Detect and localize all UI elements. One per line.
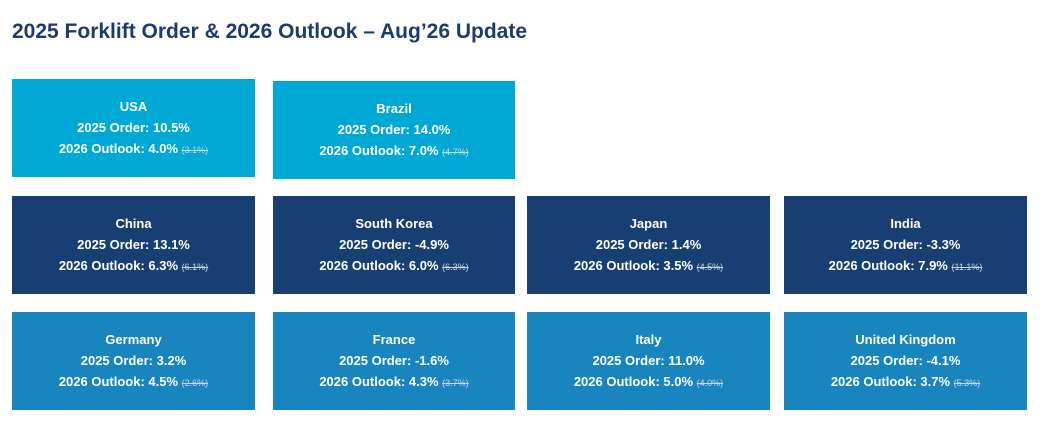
outlook-value: 6.0% — [408, 257, 439, 273]
order-value: 14.0% — [413, 121, 451, 137]
order-value: 10.5% — [153, 119, 190, 135]
outlook-label: 2026 Outlook: — [58, 140, 145, 156]
previous-outlook: (11.1%) — [951, 261, 983, 272]
country-name: China — [115, 215, 152, 231]
outlook-value: 7.0% — [408, 142, 439, 158]
country-name: United Kingdom — [855, 331, 956, 347]
previous-outlook: (4.5%) — [696, 261, 724, 272]
country-name: USA — [119, 98, 148, 114]
outlook-line: 2026 Outlook: 7.0% (4.7%) — [319, 143, 468, 160]
country-card-india: India 2025 Order: -3.3% 2026 Outlook: 7.… — [784, 196, 1027, 294]
outlook-label: 2026 Outlook: — [58, 257, 145, 273]
country-card-south-korea: South Korea 2025 Order: -4.9% 2026 Outlo… — [273, 196, 515, 294]
country-card-china: China 2025 Order: 13.1% 2026 Outlook: 6.… — [12, 196, 255, 294]
previous-outlook: (3.1%) — [181, 144, 209, 155]
country-name: Japan — [629, 215, 668, 231]
order-value: -4.1% — [926, 352, 961, 368]
country-name: Germany — [105, 331, 162, 347]
outlook-line: 2026 Outlook: 5.0% (4.0%) — [574, 374, 723, 391]
outlook-label: 2026 Outlook: — [319, 373, 406, 389]
order-line: 2025 Order: -4.9% — [339, 237, 449, 253]
order-value: 1.4% — [671, 236, 702, 252]
previous-outlook: (3.7%) — [442, 377, 469, 388]
outlook-value: 5.0% — [663, 373, 694, 389]
outlook-value: 3.5% — [663, 257, 694, 273]
order-label: 2025 Order: — [80, 352, 153, 368]
outlook-line: 2026 Outlook: 7.9% (11.1%) — [829, 258, 983, 275]
previous-outlook: (2.6%) — [181, 377, 209, 388]
order-line: 2025 Order: 14.0% — [338, 122, 451, 138]
order-line: 2025 Order: 13.1% — [77, 237, 190, 253]
order-line: 2025 Order: 1.4% — [596, 237, 702, 253]
outlook-value: 4.3% — [408, 373, 439, 389]
country-card-germany: Germany 2025 Order: 3.2% 2026 Outlook: 4… — [12, 312, 255, 410]
outlook-line: 2026 Outlook: 4.0% (3.1%) — [59, 141, 208, 158]
order-value: -1.6% — [414, 352, 449, 368]
order-label: 2025 Order: — [77, 236, 150, 252]
country-card-italy: Italy 2025 Order: 11.0% 2026 Outlook: 5.… — [527, 312, 770, 410]
outlook-value: 4.0% — [148, 140, 179, 156]
outlook-label: 2026 Outlook: — [319, 257, 406, 273]
country-name: Italy — [635, 331, 662, 347]
outlook-line: 2026 Outlook: 3.5% (4.5%) — [574, 258, 723, 275]
order-value: 11.0% — [668, 352, 705, 368]
previous-outlook: (6.1%) — [181, 261, 209, 272]
previous-outlook: (6.3%) — [442, 261, 469, 272]
outlook-label: 2026 Outlook: — [830, 373, 917, 389]
order-line: 2025 Order: -1.6% — [339, 353, 449, 369]
order-value: -3.3% — [926, 236, 961, 252]
order-value: 13.1% — [153, 236, 190, 252]
order-label: 2025 Order: — [339, 236, 412, 252]
order-line: 2025 Order: -3.3% — [851, 237, 961, 253]
order-value: -4.9% — [414, 236, 449, 252]
outlook-line: 2026 Outlook: 4.3% (3.7%) — [319, 374, 468, 391]
outlook-value: 4.5% — [148, 373, 179, 389]
country-card-brazil: Brazil 2025 Order: 14.0% 2026 Outlook: 7… — [273, 81, 515, 179]
order-line: 2025 Order: 11.0% — [592, 353, 704, 369]
outlook-value: 3.7% — [920, 373, 951, 389]
order-line: 2025 Order: 10.5% — [77, 120, 190, 136]
order-label: 2025 Order: — [337, 121, 410, 137]
order-label: 2025 Order: — [595, 236, 668, 252]
country-card-united-kingdom: United Kingdom 2025 Order: -4.1% 2026 Ou… — [784, 312, 1027, 410]
order-label: 2025 Order: — [339, 352, 412, 368]
country-card-japan: Japan 2025 Order: 1.4% 2026 Outlook: 3.5… — [527, 196, 770, 294]
outlook-value: 6.3% — [148, 257, 179, 273]
page-title: 2025 Forklift Order & 2026 Outlook – Aug… — [12, 20, 528, 43]
order-label: 2025 Order: — [592, 352, 665, 368]
previous-outlook: (5.3%) — [953, 377, 981, 388]
outlook-label: 2026 Outlook: — [58, 373, 145, 389]
order-line: 2025 Order: -4.1% — [851, 353, 961, 369]
country-name: India — [890, 215, 921, 231]
order-line: 2025 Order: 3.2% — [81, 353, 187, 369]
previous-outlook: (4.0%) — [696, 377, 724, 388]
order-label: 2025 Order: — [850, 236, 923, 252]
outlook-label: 2026 Outlook: — [573, 257, 660, 273]
previous-outlook: (4.7%) — [442, 146, 469, 157]
outlook-line: 2026 Outlook: 6.3% (6.1%) — [59, 258, 208, 275]
outlook-value: 7.9% — [918, 257, 948, 273]
order-label: 2025 Order: — [77, 119, 150, 135]
outlook-label: 2026 Outlook: — [573, 373, 660, 389]
order-value: 3.2% — [156, 352, 187, 368]
country-card-france: France 2025 Order: -1.6% 2026 Outlook: 4… — [273, 312, 515, 410]
country-name: South Korea — [355, 215, 433, 231]
country-card-usa: USA 2025 Order: 10.5% 2026 Outlook: 4.0%… — [12, 79, 255, 177]
outlook-label: 2026 Outlook: — [828, 257, 915, 273]
outlook-line: 2026 Outlook: 6.0% (6.3%) — [319, 258, 468, 275]
outlook-line: 2026 Outlook: 3.7% (5.3%) — [831, 374, 980, 391]
outlook-line: 2026 Outlook: 4.5% (2.6%) — [59, 374, 208, 391]
country-name: Brazil — [376, 100, 412, 116]
country-name: France — [372, 331, 416, 347]
order-label: 2025 Order: — [850, 352, 923, 368]
outlook-label: 2026 Outlook: — [319, 142, 406, 158]
